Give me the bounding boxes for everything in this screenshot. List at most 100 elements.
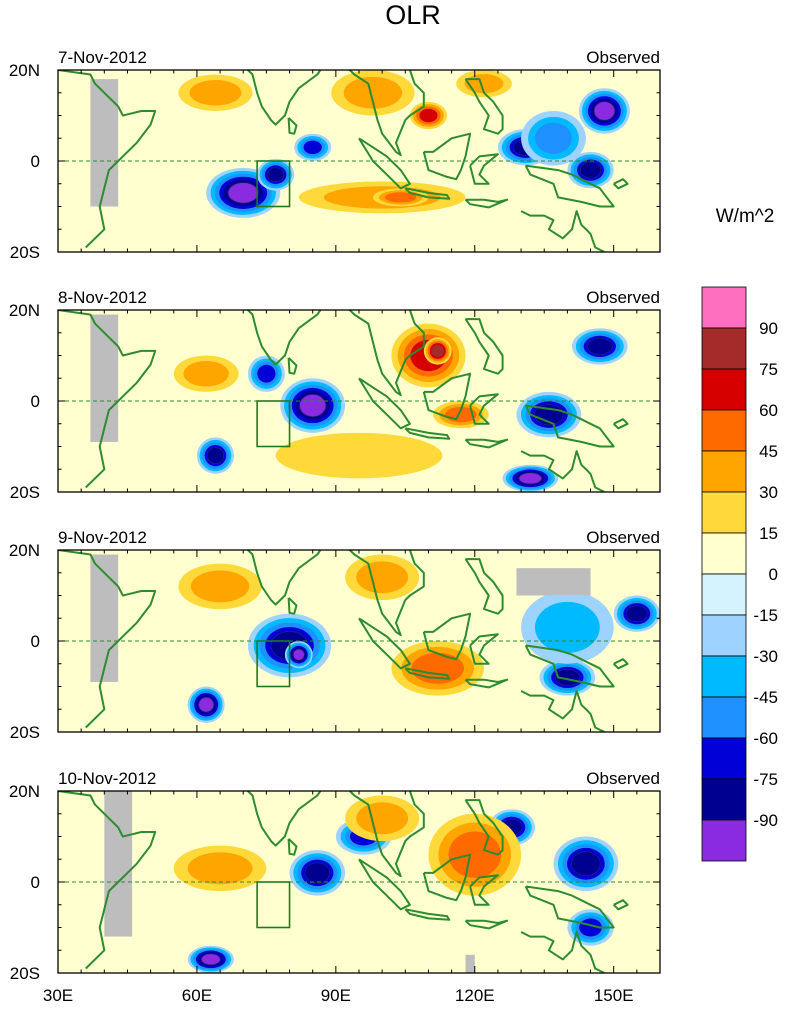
contour-level: [518, 472, 543, 485]
colorbar-cell: [701, 327, 747, 370]
olr-anomaly-blob: [173, 355, 239, 392]
y-tick-label: 0: [31, 632, 40, 651]
olr-anomaly-blob: [289, 850, 346, 896]
colorbar-cell: [701, 573, 747, 616]
colorbar-label: 0: [769, 565, 778, 584]
colorbar-label: -15: [753, 606, 778, 625]
contour-level: [343, 76, 403, 109]
coastline: [246, 70, 322, 126]
contour-level: [275, 432, 443, 479]
coastline: [85, 585, 157, 729]
contour-level: [267, 167, 285, 183]
coastlines: [58, 70, 629, 252]
contour-level: [189, 80, 242, 106]
coastlines: [58, 791, 629, 973]
y-tick-label: 20N: [9, 782, 40, 801]
contour-level: [593, 101, 616, 121]
y-tick-label: 0: [31, 873, 40, 892]
units-label: W/m^2: [716, 206, 775, 227]
colorbar-label: -75: [753, 770, 778, 789]
coastline: [348, 310, 425, 397]
colorbar-label: -60: [753, 729, 778, 748]
x-tick-label: 90E: [321, 986, 351, 1005]
panels-group: 20N 0 20S 7-Nov-2012 Observed 20N 0 20S 8-Nov-20…: [9, 48, 661, 983]
contour-level: [200, 953, 221, 966]
olr-anomaly-blob: [502, 464, 559, 492]
coastline: [404, 667, 451, 680]
panel-date: 7-Nov-2012: [58, 48, 147, 67]
colorbar-cell: [701, 409, 747, 452]
coastline: [464, 318, 504, 375]
coastline: [246, 550, 322, 606]
coastline: [85, 105, 157, 249]
colorbar-cell: [701, 286, 747, 329]
coastline: [58, 550, 119, 588]
coastline: [404, 187, 451, 200]
coastline: [85, 345, 157, 489]
x-tick-label: 60E: [182, 986, 212, 1005]
contour-level: [183, 360, 229, 387]
olr-anomaly-blob: [187, 945, 234, 973]
coastlines: [58, 550, 629, 732]
coastline: [469, 393, 499, 425]
missing-data-region: [516, 568, 591, 596]
coastline: [287, 117, 298, 135]
contour-level: [304, 862, 331, 884]
coastline: [464, 919, 509, 930]
contour-level: [356, 561, 409, 594]
colorbar-cell: [701, 819, 747, 862]
x-tick-label: 120E: [455, 986, 495, 1005]
contour-level: [535, 122, 572, 154]
coastline: [422, 853, 472, 902]
map-panel-4: 20N 0 20S 10-Nov-2012 Observed: [9, 769, 661, 983]
olr-field: [104, 791, 619, 973]
coastline: [464, 438, 509, 449]
coastline: [520, 450, 605, 492]
y-tick-label: 20N: [9, 301, 40, 320]
coastline: [287, 357, 298, 375]
panel-label: Observed: [586, 288, 660, 307]
olr-anomaly-blob: [178, 74, 253, 111]
olr-anomaly-blob: [345, 554, 420, 601]
colorbar-label: -30: [753, 647, 778, 666]
coastline: [524, 885, 615, 929]
olr-anomaly-blob: [294, 133, 332, 162]
colorbar-label: 75: [759, 360, 778, 379]
reference-box: [256, 640, 291, 688]
missing-data-region: [104, 791, 133, 937]
coastline: [469, 633, 499, 665]
y-tick-label: 0: [31, 152, 40, 171]
reference-box: [256, 160, 291, 208]
map-panel-3: 20N 0 20S 9-Nov-2012 Observed: [9, 528, 661, 742]
coastline: [348, 791, 425, 878]
colorbar-cell: [701, 655, 747, 698]
contour-level: [190, 570, 250, 603]
coastline: [469, 153, 499, 185]
colorbar-cell: [701, 532, 747, 575]
coastline: [85, 826, 157, 970]
contour-level: [626, 605, 648, 623]
contour-level: [587, 337, 613, 355]
colorbar-cell: [701, 696, 747, 739]
contour-level: [431, 344, 444, 357]
panel-label: Observed: [586, 528, 660, 547]
y-tick-label: 20S: [10, 243, 40, 262]
coastline: [287, 597, 298, 615]
panel-date: 9-Nov-2012: [58, 528, 147, 547]
coastline: [348, 70, 425, 157]
olr-anomaly-blob: [275, 432, 443, 479]
contour-level: [187, 852, 253, 885]
olr-anomaly-blob: [423, 337, 452, 365]
olr-field: [90, 314, 628, 492]
contour-level: [292, 648, 305, 661]
colorbar-cell: [701, 491, 747, 534]
coastline: [358, 617, 411, 670]
colorbar-cell: [701, 368, 747, 411]
x-tick-label: 150E: [594, 986, 634, 1005]
colorbar: 90 75 60 45 30 15 0 -15 -30 -45 -60 -75 -90: [701, 286, 778, 862]
coastline: [246, 310, 322, 366]
coastline: [422, 132, 472, 181]
olr-anomaly-blob: [613, 595, 660, 632]
colorbar-cell: [701, 778, 747, 821]
coastline: [613, 658, 629, 670]
